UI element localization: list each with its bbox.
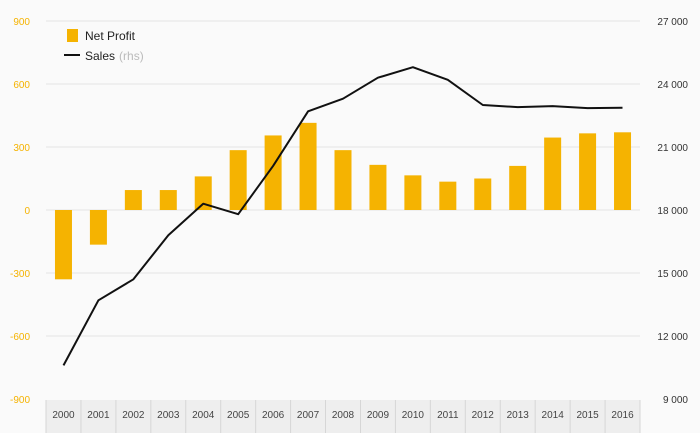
right-axis-ticks: 9 000 12 000 15 000 18 000 21 000 24 000 27 00… xyxy=(657,17,688,406)
left-tick-label: 600 xyxy=(13,80,30,91)
x-tick-label: 2009 xyxy=(367,410,390,421)
net-profit-bar xyxy=(159,190,177,210)
left-axis-ticks: -900 -600 -300 0 300 600 900 xyxy=(10,17,30,406)
x-tick-label: 2015 xyxy=(576,410,599,421)
net-profit-bar xyxy=(544,137,562,210)
legend-label-sales-note: (rhs) xyxy=(119,49,144,63)
legend-label-sales-text: Sales xyxy=(85,49,115,63)
x-tick-label: 2000 xyxy=(52,410,75,421)
x-tick-label: 2002 xyxy=(122,410,145,421)
x-tick-label: 2010 xyxy=(402,410,425,421)
x-axis-band xyxy=(46,400,640,433)
net-profit-bar xyxy=(369,164,387,210)
net-profit-bar xyxy=(54,210,72,280)
x-tick-label: 2011 xyxy=(437,410,459,421)
right-tick-label: 15 000 xyxy=(657,269,688,280)
right-tick-label: 18 000 xyxy=(657,206,688,217)
x-axis-ticks: 2000 2001 2002 2003 2004 2005 2006 2007 2008 2009… xyxy=(52,410,634,421)
legend-swatch-net-profit xyxy=(67,29,78,42)
x-tick-label: 2012 xyxy=(472,410,495,421)
left-tick-label: -300 xyxy=(10,269,30,280)
net-profit-bar xyxy=(579,133,597,210)
legend: Net Profit Sales (rhs) xyxy=(64,29,144,63)
net-profit-bar xyxy=(89,210,107,245)
right-tick-label: 9 000 xyxy=(663,395,688,406)
net-profit-bar xyxy=(439,181,457,210)
net-profit-bar xyxy=(229,150,247,210)
net-profit-bar xyxy=(509,165,527,210)
net-profit-bar xyxy=(404,175,422,210)
gridlines xyxy=(45,20,641,433)
net-profit-bar xyxy=(124,190,142,210)
sales-line xyxy=(62,66,623,366)
left-tick-label: -600 xyxy=(10,332,30,343)
x-tick-label: 2001 xyxy=(87,410,110,421)
left-tick-label: 0 xyxy=(24,206,30,217)
x-tick-label: 2004 xyxy=(192,410,215,421)
x-tick-label: 2005 xyxy=(227,410,250,421)
right-tick-label: 24 000 xyxy=(657,80,688,91)
x-tick-label: 2007 xyxy=(297,410,320,421)
net-profit-bar xyxy=(474,178,492,210)
x-tick-label: 2016 xyxy=(611,410,634,421)
net-profit-bar xyxy=(194,176,212,210)
left-tick-label: 900 xyxy=(13,17,30,28)
net-profit-bars xyxy=(54,122,632,280)
x-tick-label: 2003 xyxy=(157,410,180,421)
left-tick-label: 300 xyxy=(13,143,30,154)
right-tick-label: 12 000 xyxy=(657,332,688,343)
x-tick-label: 2014 xyxy=(542,410,565,421)
net-profit-bar xyxy=(334,150,352,210)
x-tick-label: 2013 xyxy=(507,410,530,421)
net-profit-bar xyxy=(264,135,282,210)
sales-line-group xyxy=(62,66,623,366)
x-tick-label: 2006 xyxy=(262,410,285,421)
left-tick-label: -900 xyxy=(10,395,30,406)
legend-label-sales: Sales (rhs) xyxy=(85,49,144,63)
x-tick-label: 2008 xyxy=(332,410,355,421)
net-profit-bar xyxy=(614,132,632,210)
right-tick-label: 27 000 xyxy=(657,17,688,28)
legend-label-net-profit: Net Profit xyxy=(85,29,136,43)
net-profit-bar xyxy=(299,122,317,210)
right-tick-label: 21 000 xyxy=(657,143,688,154)
